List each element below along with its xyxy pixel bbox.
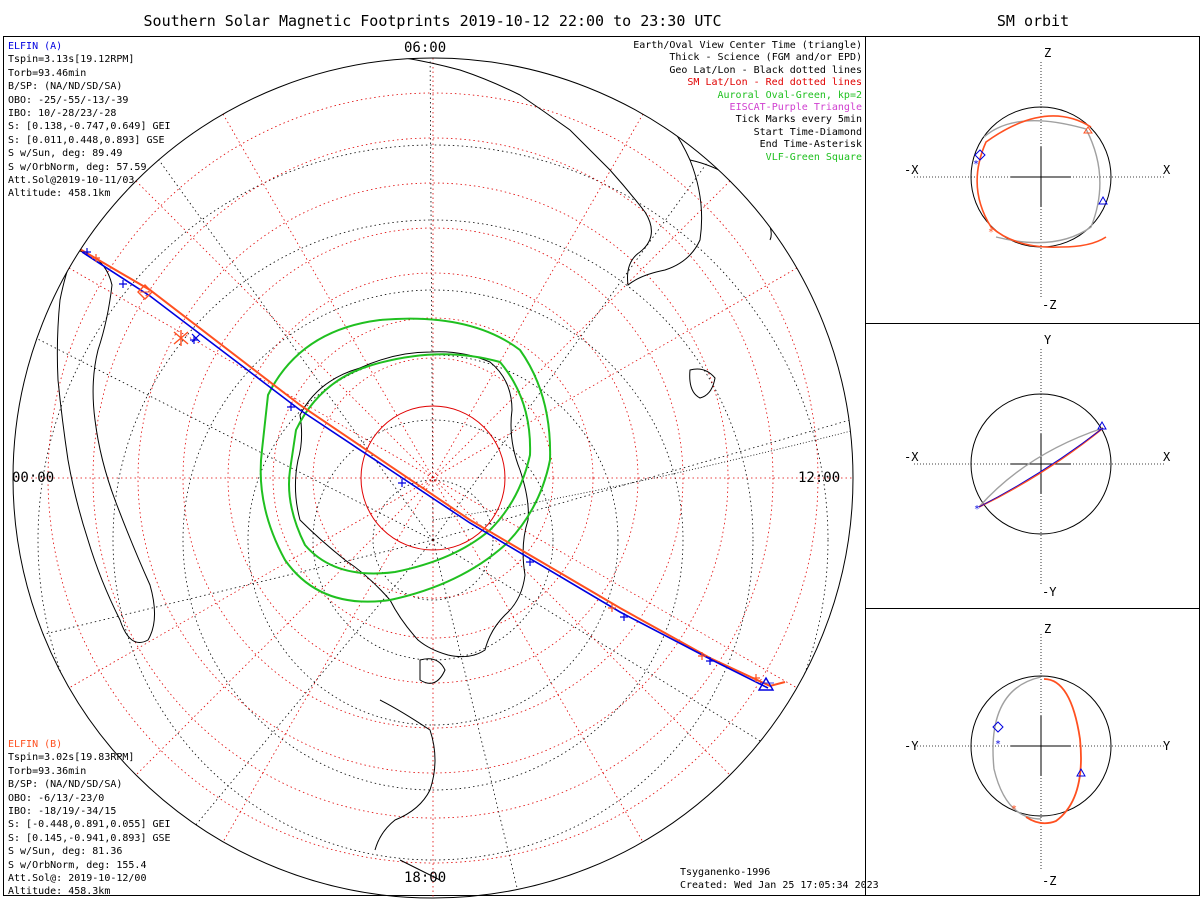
elfin-a-line: Att.Sol@2019-10-11/03: [8, 175, 135, 187]
elfin-a-line: S w/Sun, deg: 89.49: [8, 148, 123, 160]
elfin-b-ticks: [92, 254, 760, 682]
legend-item: Start Time-Diamond: [753, 126, 862, 138]
panel3-right: Y: [1163, 739, 1171, 753]
legend-item: End Time-Asterisk: [759, 139, 862, 151]
elfin-b-line: S: [0.145,-0.941,0.893] GSE: [8, 832, 171, 844]
elfin-a-line: IBO: 10/-28/23/-28: [8, 108, 117, 120]
elfin-a-line: Torb=93.46min: [8, 67, 87, 79]
elfin-b-line: B/SP: (NA/ND/SD/SA): [8, 779, 123, 791]
elfin-b-line: OBO: -6/13/-23/0: [8, 792, 105, 804]
elfin-a-line: Altitude: 458.1km: [8, 188, 111, 200]
elfin-b-line: Att.Sol@: 2019-10-12/00: [8, 873, 147, 885]
elfin-b-line: Tspin=3.02s[19.83RPM]: [8, 752, 135, 764]
panel2-bottom: -Y: [1042, 585, 1057, 599]
end-asterisk: [173, 330, 189, 346]
created-timestamp: Created: Wed Jan 25 17:05:34 2023: [680, 880, 879, 892]
legend-item: SM Lat/Lon - Red dotted lines: [687, 77, 862, 89]
elfin-b-line: IBO: -18/19/-34/15: [8, 806, 117, 818]
legend-item: VLF-Green Square: [765, 151, 862, 163]
sm-inner-circle: [360, 405, 506, 551]
elfin-b-line: Torb=93.36min: [8, 765, 87, 777]
elfin-b-line: S w/Sun, deg: 81.36: [8, 846, 123, 858]
main-title: Southern Solar Magnetic Footprints 2019-…: [143, 12, 722, 30]
elfin-a-line: S: [0.138,-0.747,0.649] GEI: [8, 121, 171, 133]
legend-item: Tick Marks every 5min: [735, 114, 862, 126]
elfin-a-track: [81, 251, 769, 689]
start-diamond: [137, 284, 153, 300]
clock-label-12: 12:00: [798, 470, 841, 486]
panel2-top: Y: [1044, 333, 1052, 347]
elfin-b-line: Altitude: 458.3km: [8, 886, 111, 898]
panel2-right: X: [1163, 450, 1171, 464]
panel1-bottom: -Z: [1042, 298, 1056, 312]
legend-item: EISCAT-Purple Triangle: [729, 102, 862, 114]
sm-orbit-yz-panel: * * Z -Z -Y Y: [904, 622, 1171, 888]
sm-orbit-title: SM orbit: [996, 12, 1070, 30]
panel2-left: -X: [904, 450, 919, 464]
elfin-a-line: S: [0.011,0.448,0.893] GSE: [8, 134, 165, 146]
elfin-b-line: S: [-0.448,0.891,0.055] GEI: [8, 819, 171, 831]
center-time-triangle: [757, 676, 775, 691]
panel3-top: Z: [1044, 622, 1051, 636]
elfin-a-name: ELFIN (A): [8, 41, 63, 52]
elfin-a-ticks: [83, 248, 714, 665]
panel-divider: [865, 323, 1200, 324]
panel1-left: -X: [904, 163, 919, 177]
elfin-b-info: ELFIN (B) Tspin=3.02s[19.83RPM] Torb=93.…: [8, 738, 171, 899]
elfin-a-line: Tspin=3.13s[19.12RPM]: [8, 54, 135, 66]
panel-divider: [865, 608, 1200, 609]
clock-label-06: 06:00: [404, 40, 447, 56]
legend-item: Geo Lat/Lon - Black dotted lines: [669, 64, 862, 76]
elfin-a-line: S w/OrbNorm, deg: 57.59: [8, 161, 147, 173]
panel3-bottom: -Z: [1042, 874, 1056, 888]
svg-text:*: *: [973, 159, 979, 170]
map-legend: Earth/Oval View Center Time (triangle) T…: [633, 40, 862, 164]
clock-label-00: 00:00: [12, 470, 55, 486]
map-boundary: [12, 57, 854, 899]
polar-footprint-map: [12, 57, 854, 899]
elfin-b-name: ELFIN (B): [8, 739, 63, 750]
model-credit: Tsyganenko-1996: [680, 867, 771, 878]
clock-label-18: 18:00: [404, 870, 447, 886]
elfin-b-line: S w/OrbNorm, deg: 155.4: [8, 859, 147, 871]
svg-text:*: *: [988, 227, 994, 238]
legend-item: Earth/Oval View Center Time (triangle): [633, 40, 862, 51]
panel1-top: Z: [1044, 46, 1051, 60]
elfin-a-line: OBO: -25/-55/-13/-39: [8, 94, 129, 106]
panel3-left: -Y: [904, 739, 919, 753]
auroral-oval: [259, 317, 552, 603]
svg-text:*: *: [995, 739, 1001, 750]
legend-item: Thick - Science (FGM and/or EPD): [669, 52, 862, 64]
svg-text:*: *: [1011, 804, 1017, 815]
view-line: [432, 429, 853, 521]
sm-orbit-xy-panel: * Y -Y -X X: [904, 333, 1171, 599]
sm-grid: [13, 58, 853, 898]
elfin-a-line: B/SP: (NA/ND/SD/SA): [8, 81, 123, 93]
svg-text:*: *: [974, 504, 980, 515]
sm-orbit-xz-panel: * * Z -Z -X X: [904, 46, 1171, 312]
credit-block: Tsyganenko-1996 Created: Wed Jan 25 17:0…: [680, 866, 879, 893]
geo-grid: [19, 58, 851, 898]
elfin-a-info: ELFIN (A) Tspin=3.13s[19.12RPM] Torb=93.…: [8, 40, 171, 201]
panel1-right: X: [1163, 163, 1171, 177]
legend-item: Auroral Oval-Green, kp=2: [717, 89, 863, 101]
elfin-b-track: [77, 247, 786, 688]
